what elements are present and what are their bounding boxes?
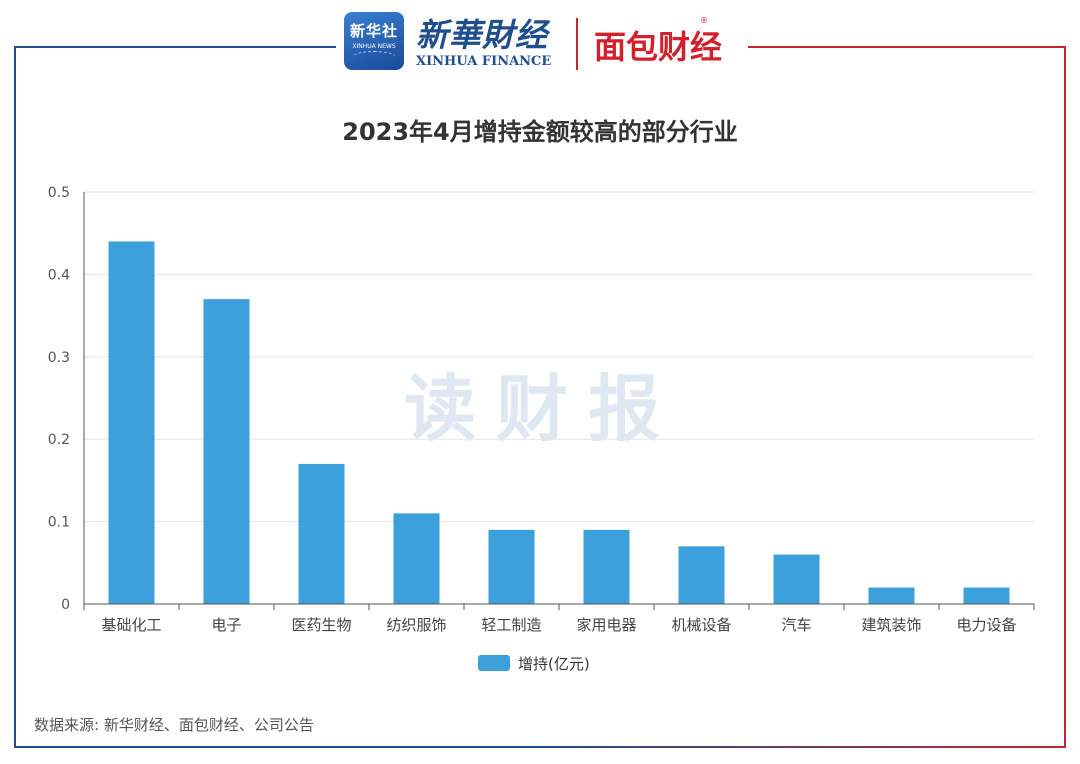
x-tick-label: 电子 [211,616,241,634]
bar[interactable] [108,241,155,604]
bar[interactable] [488,529,535,604]
frame-right-border [1064,46,1066,748]
bar[interactable] [203,299,250,604]
y-tick-label: 0.4 [48,267,70,283]
xinhua-badge-subtext: XINHUA NEWS [352,43,396,50]
x-tick-label: 家用电器 [576,616,636,634]
axes: 0 0.1 0.2 0.3 0.4 0.5 基础化工 电子 医药生物 纺织服饰 轻工制造 家用电器 机械… [48,185,1035,634]
x-tick-label: 纺织服饰 [386,616,446,634]
brand-header: 新华社 XINHUA NEWS 新華財经 XINHUA FINANCE 面包财经… [344,10,740,74]
chart-title: 2023年4月增持金额较高的部分行业 [342,118,738,146]
bars [108,241,1010,604]
bar[interactable] [583,529,630,604]
data-source-note: 数据来源: 新华财经、面包财经、公司公告 [34,716,314,734]
mianbao-finance-logo-text: 面包财经 [594,28,723,66]
y-tick-label: 0 [61,597,70,613]
xinhua-badge-text: 新华社 [349,22,398,40]
bar[interactable] [678,546,725,604]
bar[interactable] [963,587,1010,604]
legend-swatch [478,655,510,671]
bar[interactable] [868,587,915,604]
frame-top-right-border [748,46,1066,48]
x-tick-label: 轻工制造 [481,616,541,634]
bar[interactable] [773,554,820,604]
frame-bottom-border [14,746,1066,748]
y-tick-label: 0.1 [48,515,70,531]
logo-separator [576,18,578,70]
y-tick-label: 0.3 [48,350,70,366]
x-tick-label: 电力设备 [956,616,1016,634]
bar[interactable] [393,513,440,604]
x-tick-label: 建筑装饰 [861,616,921,634]
y-tick-label: 0.2 [48,432,70,448]
x-tick-label: 机械设备 [671,616,731,634]
watermark: 读财报 [404,367,681,451]
x-tick-label: 汽车 [781,616,811,634]
legend-label: 增持(亿元) [518,655,590,673]
xinhua-finance-subtitle: XINHUA FINANCE [416,54,552,69]
x-tick-label: 基础化工 [101,616,161,634]
xinhua-finance-logo-text: 新華財经 [416,16,549,54]
globe-icon [352,51,396,64]
xinhua-news-logo: 新华社 XINHUA NEWS [344,12,404,70]
bar[interactable] [298,463,345,604]
y-tick-label: 0.5 [48,185,70,201]
registered-mark: ® [700,16,708,25]
frame-left-border [14,46,16,748]
frame-top-left-border [14,46,336,48]
x-tick-label: 医药生物 [291,616,351,634]
